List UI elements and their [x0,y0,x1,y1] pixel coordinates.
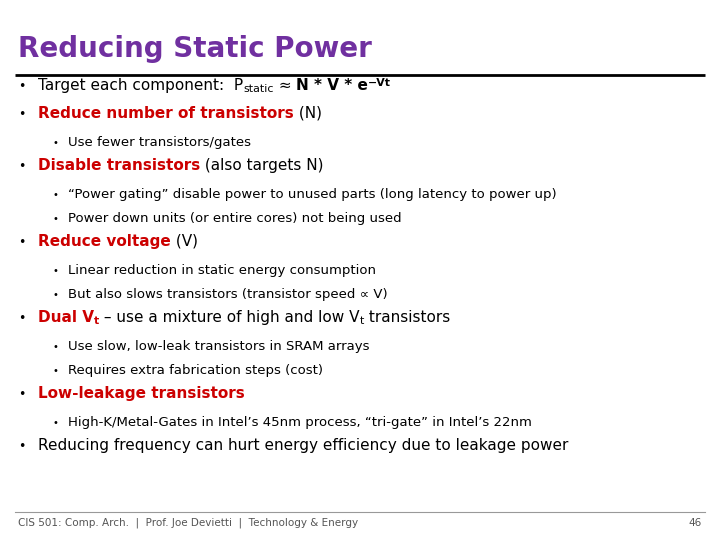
Text: Use slow, low-leak transistors in SRAM arrays: Use slow, low-leak transistors in SRAM a… [68,340,369,353]
Text: CIS 501: Comp. Arch.  |  Prof. Joe Devietti  |  Technology & Energy: CIS 501: Comp. Arch. | Prof. Joe Deviett… [18,518,358,529]
Text: Reduce voltage: Reduce voltage [38,234,171,249]
Text: t: t [94,316,99,327]
Text: Target each component:  P: Target each component: P [38,78,243,93]
Text: Disable transistors: Disable transistors [38,158,200,173]
Text: High-K/Metal-Gates in Intel’s 45nm process, “tri-gate” in Intel’s 22nm: High-K/Metal-Gates in Intel’s 45nm proce… [68,416,532,429]
Text: static: static [243,84,274,94]
Text: •: • [52,418,58,428]
Text: ≈: ≈ [274,78,296,93]
Text: – use a mixture of high and low V: – use a mixture of high and low V [99,310,360,325]
Text: •: • [52,138,58,148]
Text: •: • [18,160,25,173]
Text: Reduce number of transistors: Reduce number of transistors [38,106,294,121]
Text: Linear reduction in static energy consumption: Linear reduction in static energy consum… [68,264,376,277]
Text: •: • [52,266,58,276]
Text: (N): (N) [294,106,322,121]
Text: Reducing Static Power: Reducing Static Power [18,35,372,63]
Text: •: • [18,440,25,453]
Text: •: • [52,366,58,376]
Text: •: • [52,342,58,352]
Text: (V): (V) [171,234,198,249]
Text: transistors: transistors [364,310,451,325]
Text: •: • [18,80,25,93]
Text: •: • [18,388,25,401]
Text: Low-leakage transistors: Low-leakage transistors [38,386,245,401]
Text: •: • [18,312,25,325]
Text: •: • [18,108,25,121]
Text: Requires extra fabrication steps (cost): Requires extra fabrication steps (cost) [68,364,323,377]
Text: t: t [360,316,364,327]
Text: N * V * e: N * V * e [296,78,368,93]
Text: “Power gating” disable power to unused parts (long latency to power up): “Power gating” disable power to unused p… [68,188,557,201]
Text: (also targets N): (also targets N) [200,158,324,173]
Text: •: • [52,190,58,200]
Text: Power down units (or entire cores) not being used: Power down units (or entire cores) not b… [68,212,402,225]
Text: But also slows transistors (transistor speed ∝ V): But also slows transistors (transistor s… [68,288,387,301]
Text: −Vt: −Vt [368,78,391,87]
Text: •: • [18,236,25,249]
Text: •: • [52,214,58,224]
Text: Use fewer transistors/gates: Use fewer transistors/gates [68,136,251,149]
Text: 46: 46 [689,518,702,528]
Text: Dual V: Dual V [38,310,94,325]
Text: Reducing frequency can hurt energy efficiency due to leakage power: Reducing frequency can hurt energy effic… [38,438,568,453]
Text: •: • [52,290,58,300]
